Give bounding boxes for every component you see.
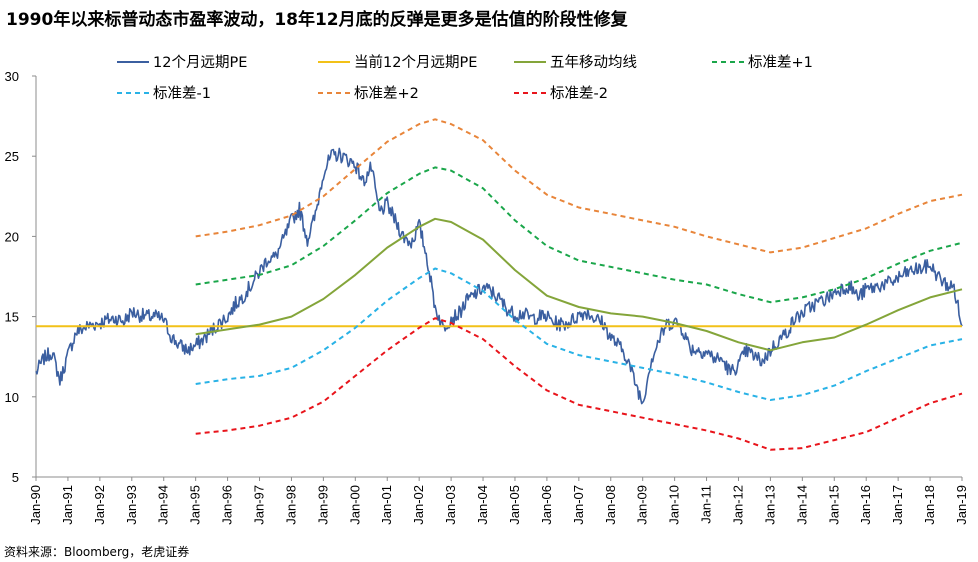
series-line-7: [195, 317, 963, 451]
x-tick-label: Jan-11: [699, 485, 714, 524]
series-line-3: [195, 217, 963, 352]
y-tick-label: 15: [5, 310, 19, 325]
x-tick-label: Jan-19: [954, 485, 969, 525]
x-tick-label: Jan-99: [315, 485, 330, 525]
series-line-5: [195, 267, 963, 401]
x-tick-label: Jan-17: [890, 485, 905, 525]
series-line-6: [195, 118, 963, 254]
y-tick-label: 5: [12, 470, 19, 485]
legend-label: 五年移动均线: [550, 54, 637, 71]
x-tick-label: Jan-05: [507, 485, 522, 525]
x-tick-label: Jan-18: [922, 485, 937, 525]
x-tick-label: Jan-08: [603, 485, 618, 525]
x-tick-label: Jan-03: [443, 485, 458, 525]
x-tick-label: Jan-10: [667, 485, 682, 525]
x-tick-label: Jan-09: [635, 485, 650, 525]
pe-line-chart: 5 10 15 20 25 30 Jan-90 Jan-91 Jan-92 Jan-93 Jan-9…: [5, 54, 969, 525]
x-tick-label: Jan-06: [539, 485, 554, 525]
x-tick-label: Jan-15: [826, 485, 841, 525]
x-tick-label: Jan-92: [92, 485, 107, 525]
series-line-4: [195, 166, 963, 304]
x-tick-label: Jan-95: [188, 485, 203, 525]
chart-legend: 12个月远期PE 当前12个月远期PE 五年移动均线 标准差+1 标准差-1 标准差+2 标…: [117, 54, 813, 102]
y-tick-label: 30: [5, 69, 19, 84]
x-tick-label: Jan-01: [379, 485, 394, 525]
y-tick-label: 10: [5, 390, 19, 405]
series-line-1: [35, 147, 963, 405]
page-title: 1990年以来标普动态市盈率波动，18年12月底的反弹是更多是估值的阶段性修复: [6, 10, 628, 30]
x-tick-label: Jan-93: [124, 485, 139, 525]
x-tick-label: Jan-00: [347, 485, 362, 525]
x-tick-label: Jan-98: [283, 485, 298, 525]
legend-label: 标准差+1: [748, 54, 813, 71]
x-tick-label: Jan-14: [794, 485, 809, 525]
y-tick-label: 25: [5, 149, 19, 164]
x-tick-label: Jan-96: [220, 485, 235, 525]
legend-label: 12个月远期PE: [153, 54, 247, 71]
chart-series: [35, 118, 963, 451]
legend-label: 当前12个月远期PE: [354, 54, 477, 71]
x-tick-label: Jan-13: [762, 485, 777, 525]
legend-label: 标准差-2: [550, 85, 608, 102]
x-tick-label: Jan-16: [858, 485, 873, 525]
x-tick-label: Jan-07: [571, 485, 586, 525]
x-tick-label: Jan-97: [252, 485, 267, 525]
x-tick-label: Jan-02: [411, 485, 426, 525]
x-tick-label: Jan-12: [730, 485, 745, 525]
x-tick-label: Jan-90: [28, 485, 43, 525]
legend-label: 标准差+2: [354, 85, 419, 102]
y-tick-label: 20: [5, 229, 19, 244]
chart-axes: 5 10 15 20 25 30 Jan-90 Jan-91 Jan-92 Jan-93 Jan-9…: [5, 69, 969, 525]
legend-label: 标准差-1: [153, 85, 211, 102]
x-tick-label: Jan-94: [156, 485, 171, 525]
source-note: 资料来源：Bloomberg，老虎证券: [4, 545, 190, 559]
x-tick-label: Jan-91: [60, 485, 75, 525]
x-tick-label: Jan-04: [475, 485, 490, 525]
